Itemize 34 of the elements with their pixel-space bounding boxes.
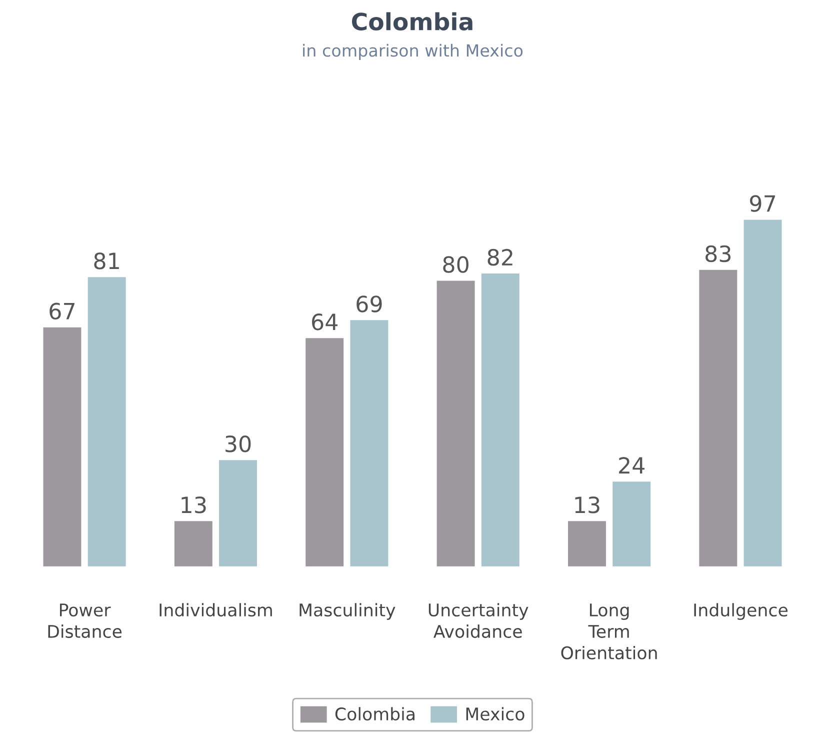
data-label: 97 xyxy=(750,195,776,212)
bar xyxy=(304,336,345,568)
data-label: 67 xyxy=(50,302,74,320)
x-tick-label: Indulgence xyxy=(694,603,788,620)
bar xyxy=(218,458,258,568)
bar xyxy=(742,218,784,568)
x-tick-label: Uncertainty Avoidance xyxy=(428,603,528,638)
bar xyxy=(698,268,739,568)
data-label: 80 xyxy=(443,256,468,273)
data-label: 82 xyxy=(488,248,512,266)
data-label: 81 xyxy=(94,252,119,270)
data-label: 13 xyxy=(575,496,600,514)
data-label: 83 xyxy=(706,245,731,262)
legend-label: Colombia xyxy=(335,707,414,721)
bar xyxy=(435,279,476,568)
bar xyxy=(42,326,83,568)
x-tick-label: Long Term Orientation xyxy=(561,604,657,660)
bar xyxy=(480,272,521,568)
chart-title: Colombia xyxy=(352,12,472,30)
x-tick-label: Masculinity xyxy=(300,603,396,620)
data-label: 69 xyxy=(356,296,382,312)
data-label: 64 xyxy=(312,314,338,330)
data-label: 24 xyxy=(619,457,644,474)
data-label: 30 xyxy=(226,435,251,452)
bar xyxy=(611,480,652,568)
bar xyxy=(173,520,214,568)
x-tick-label: Power Distance xyxy=(48,604,122,638)
x-tick-label: Individualism xyxy=(160,603,272,617)
data-label: 13 xyxy=(182,496,206,514)
bar xyxy=(86,276,128,568)
legend-label: Mexico xyxy=(466,707,524,721)
bar xyxy=(566,520,608,568)
chart-subtitle: in comparison with Mexico xyxy=(303,44,523,60)
bar xyxy=(348,318,390,568)
